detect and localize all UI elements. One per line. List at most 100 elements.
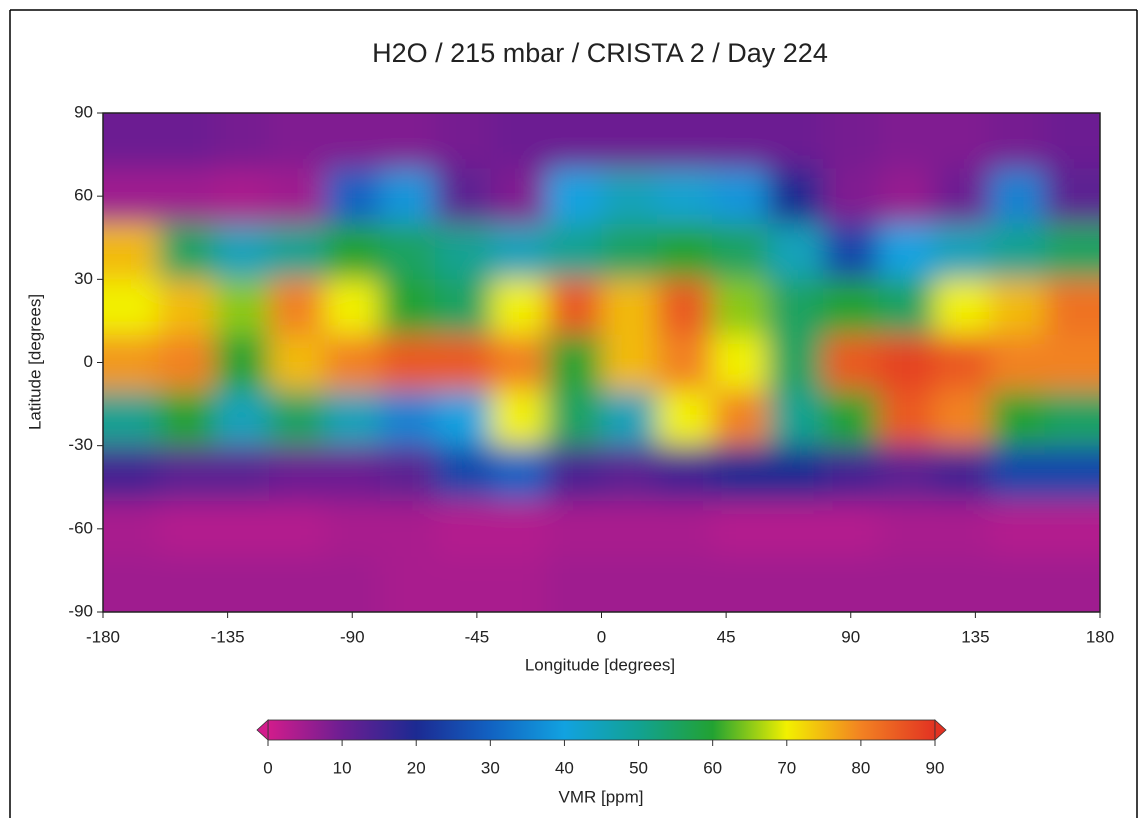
heatmap-cells [103,113,1100,612]
x-tick-label: 180 [1086,627,1114,646]
colorbar-label: VMR [ppm] [558,787,643,806]
heat-cell [158,168,215,225]
heat-cell [213,501,270,558]
heat-cell [823,445,879,502]
heat-cell [1044,279,1100,336]
heat-cell [656,168,713,225]
x-tick-label: -90 [340,627,365,646]
heat-cell [989,501,1046,558]
heat-cell [656,334,713,391]
heat-cell [878,556,935,612]
heat-cell [933,279,990,336]
heat-cell [656,390,713,447]
heat-cell [379,168,436,225]
x-tick-label: 0 [597,627,606,646]
heat-cell [213,390,270,447]
heat-cell [103,556,159,612]
heat-cell [878,113,935,169]
heat-cell [767,445,824,502]
heat-cell [213,223,270,280]
heat-cell [933,334,990,391]
heat-cell [158,390,215,447]
heat-cell [269,168,326,225]
heat-cell [1044,556,1100,612]
heat-cell [601,334,658,391]
heat-cell [878,445,935,502]
heat-cell [435,279,492,336]
y-tick-label: 0 [84,352,93,371]
heat-cell [213,334,270,391]
heat-cell [103,279,159,336]
heat-cell [490,390,547,447]
chart-title: H2O / 215 mbar / CRISTA 2 / Day 224 [372,38,828,68]
heat-cell [767,501,824,558]
heat-cell [490,445,547,502]
colorbar-arrow [256,719,269,741]
heat-cell [989,334,1046,391]
heat-cell [435,223,492,280]
heat-cell [656,556,713,612]
heat-cell [324,223,381,280]
x-tick-label: -135 [211,627,245,646]
heat-cell [269,334,326,391]
heat-cell [712,279,769,336]
heat-cell [435,334,492,391]
colorbar-tick-label: 70 [777,758,796,777]
heat-cell [158,556,215,612]
heat-cell [1044,168,1100,225]
heat-cell [933,168,990,225]
heat-cell [103,334,159,391]
colorbar-tick-label: 40 [555,758,574,777]
heat-cell [158,334,215,391]
heat-cell [989,223,1046,280]
colorbar [267,719,936,741]
y-tick-label: 90 [74,102,93,121]
heat-cell [546,168,602,225]
heat-cell [490,223,547,280]
heat-cell [379,556,436,612]
heat-cell [324,279,381,336]
heat-cell [767,223,824,280]
x-tick-label: -180 [86,627,120,646]
heat-cell [269,223,326,280]
heatmap [103,113,1100,612]
y-tick-label: -30 [68,435,93,454]
heat-cell [435,445,492,502]
heat-cell [767,168,824,225]
heat-cell [158,501,215,558]
heat-cell [158,445,215,502]
heat-cell [767,334,824,391]
heat-cell [878,390,935,447]
x-tick-label: 135 [961,627,989,646]
heat-cell [656,113,713,169]
heat-cell [103,168,159,225]
heat-cell [712,334,769,391]
y-axis-label: Latitude [degrees] [25,294,44,430]
heat-cell [269,556,326,612]
heat-cell [213,279,270,336]
heat-cell [989,390,1046,447]
heat-cell [656,501,713,558]
heat-cell [933,556,990,612]
colorbar-tick-label: 10 [333,758,352,777]
heat-cell [546,445,602,502]
heat-cell [490,168,547,225]
heat-cell [989,445,1046,502]
heat-cell [601,113,658,169]
heat-cell [213,445,270,502]
heat-cell [1044,113,1100,169]
heat-cell [823,223,879,280]
colorbar-tick-label: 90 [926,758,945,777]
heat-cell [213,556,270,612]
heat-cell [324,113,381,169]
heat-cell [103,501,159,558]
heat-cell [989,279,1046,336]
colorbar-arrow [934,719,947,741]
heat-cell [546,223,602,280]
x-axis-label: Longitude [degrees] [525,655,675,674]
heat-cell [435,501,492,558]
heat-cell [823,390,879,447]
heat-cell [103,445,159,502]
heat-cell [601,556,658,612]
